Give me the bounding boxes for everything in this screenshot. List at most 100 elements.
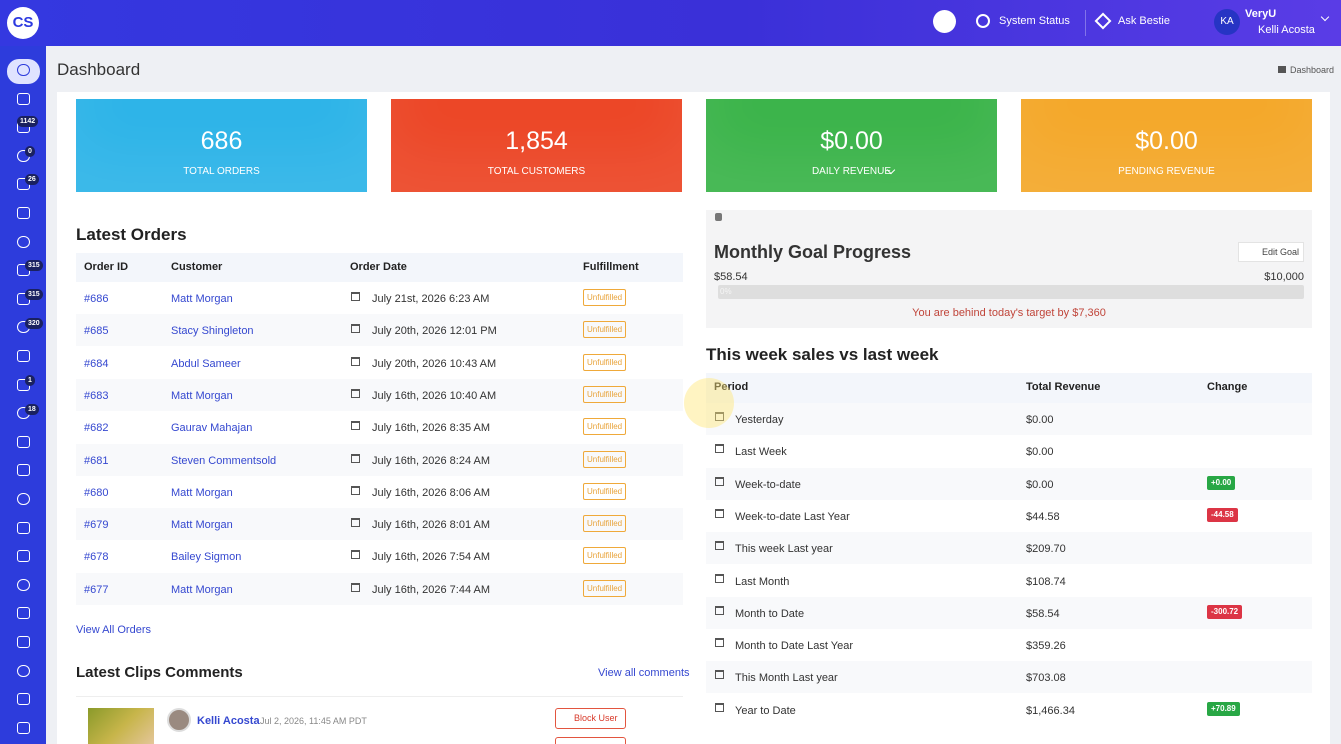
stat-card: $0.00 PENDING REVENUE <box>1021 99 1312 192</box>
sidebar-icon[interactable] <box>17 521 30 534</box>
change-badge: +0.00 <box>1207 475 1236 490</box>
customer[interactable]: Abdul Sameer <box>171 357 241 370</box>
sidebar-icon[interactable] <box>17 64 30 76</box>
logo[interactable]: CS <box>7 7 39 39</box>
sidebar-icon[interactable] <box>17 235 30 248</box>
order-id[interactable]: #681 <box>84 454 109 467</box>
sidebar-icon[interactable] <box>17 207 30 219</box>
cursor-highlight <box>684 378 734 428</box>
customer[interactable]: Stacy Shingleton <box>171 325 254 338</box>
clip-thumbnail[interactable] <box>88 708 154 744</box>
order-id[interactable]: #683 <box>84 389 109 402</box>
sidebar-icon[interactable] <box>17 607 30 620</box>
status-badge: Unfulfilled <box>583 450 627 468</box>
section-title: This week sales vs last week <box>706 345 939 364</box>
breadcrumb[interactable]: Dashboard <box>1290 65 1335 75</box>
customer[interactable]: Matt Morgan <box>171 583 233 596</box>
user-avatar[interactable]: KA <box>1214 9 1240 35</box>
order-id[interactable]: #685 <box>84 325 109 338</box>
period: Yesterday <box>735 414 784 426</box>
calendar-icon <box>351 324 360 334</box>
calendar-icon <box>351 582 360 592</box>
view-all-comments[interactable]: View all comments <box>598 667 690 679</box>
sidebar-icon[interactable] <box>17 493 30 505</box>
calendar-icon <box>715 573 724 583</box>
comment-author[interactable]: Kelli Acosta <box>197 715 260 727</box>
calendar-icon <box>715 670 724 680</box>
sidebar-icon[interactable] <box>17 350 30 362</box>
revenue: $0.00 <box>1026 478 1054 491</box>
order-id[interactable]: #677 <box>84 583 109 596</box>
system-status-link[interactable]: System Status <box>999 15 1070 27</box>
order-date: July 16th, 2026 8:24 AM <box>372 454 491 467</box>
sidebar-icon[interactable] <box>17 578 30 591</box>
sidebar-icon[interactable] <box>17 92 30 105</box>
sidebar-icon[interactable] <box>17 636 30 648</box>
order-id[interactable]: #679 <box>84 519 109 532</box>
order-date: July 16th, 2026 8:06 AM <box>372 486 491 499</box>
sidebar-badge: 26 <box>25 174 39 185</box>
calendar-icon <box>351 550 360 560</box>
revenue: $0.00 <box>1026 446 1054 459</box>
order-id[interactable]: #680 <box>84 486 109 499</box>
row-stripe <box>76 314 683 347</box>
row-stripe <box>76 508 683 541</box>
sidebar-icon[interactable] <box>17 464 30 477</box>
order-id[interactable]: #686 <box>84 293 109 305</box>
status-badge: Unfulfilled <box>583 515 627 533</box>
order-id[interactable]: #682 <box>84 422 109 435</box>
period: Year to Date <box>735 704 796 717</box>
order-date: July 16th, 2026 8:35 AM <box>372 422 491 435</box>
calendar-icon <box>351 453 360 463</box>
block-user-button[interactable]: Block User <box>555 708 626 729</box>
order-date: July 16th, 2026 7:44 AM <box>372 583 491 596</box>
status-badge: Unfulfilled <box>583 353 627 371</box>
sidebar-badge: 0 <box>25 146 35 157</box>
ask-bestie-link[interactable]: Ask Bestie <box>1118 15 1170 27</box>
customer[interactable]: Matt Morgan <box>171 486 233 499</box>
theme-toggle[interactable] <box>933 10 956 33</box>
order-id[interactable]: #684 <box>84 357 109 370</box>
period: Last Week <box>735 446 787 459</box>
customer[interactable]: Bailey Sigmon <box>171 551 242 564</box>
sidebar-badge: 315 <box>25 260 43 271</box>
revenue: $58.54 <box>1026 607 1060 620</box>
status-badge: Unfulfilled <box>583 321 627 339</box>
next-button[interactable] <box>555 737 626 744</box>
sidebar-icon[interactable] <box>17 435 30 448</box>
row-stripe <box>76 378 683 411</box>
sidebar-icon[interactable] <box>17 721 30 734</box>
calendar-icon <box>351 518 360 528</box>
customer[interactable]: Matt Morgan <box>171 519 233 532</box>
header-bar <box>0 0 1341 46</box>
sidebar-icon[interactable] <box>17 693 30 706</box>
breadcrumb-icon <box>1278 66 1286 73</box>
calendar-icon <box>715 508 724 518</box>
calendar-icon <box>715 476 724 486</box>
column-header: Period <box>714 381 749 393</box>
stat-value: 1,854 <box>505 127 568 155</box>
stat-label: PENDING REVENUE <box>1118 166 1215 177</box>
customer[interactable]: Matt Morgan <box>171 389 233 402</box>
column-header: Fulfillment <box>583 261 639 273</box>
order-id[interactable]: #678 <box>84 551 109 564</box>
column-header: Customer <box>171 261 223 273</box>
period: Week-to-date Last Year <box>735 510 850 523</box>
stat-label: TOTAL CUSTOMERS <box>487 166 586 177</box>
sidebar-icon[interactable] <box>17 664 30 677</box>
calendar-icon <box>715 702 724 712</box>
customer[interactable]: Matt Morgan <box>171 293 233 305</box>
customer[interactable]: Gaurav Mahajan <box>171 422 253 435</box>
edit-goal-button[interactable]: Edit Goal <box>1238 242 1304 262</box>
sidebar-icon[interactable] <box>17 550 30 563</box>
view-all-orders[interactable]: View All Orders <box>76 624 151 636</box>
stat-label: DAILY REVENUE <box>811 166 892 177</box>
sidebar-badge: 320 <box>25 318 43 329</box>
customer[interactable]: Steven Commentsold <box>171 454 277 467</box>
revenue: $108.74 <box>1026 575 1066 588</box>
period: This Month Last year <box>735 672 838 685</box>
period: Week-to-date <box>735 478 801 491</box>
revenue: $703.08 <box>1026 672 1066 685</box>
calendar-icon <box>715 412 724 421</box>
